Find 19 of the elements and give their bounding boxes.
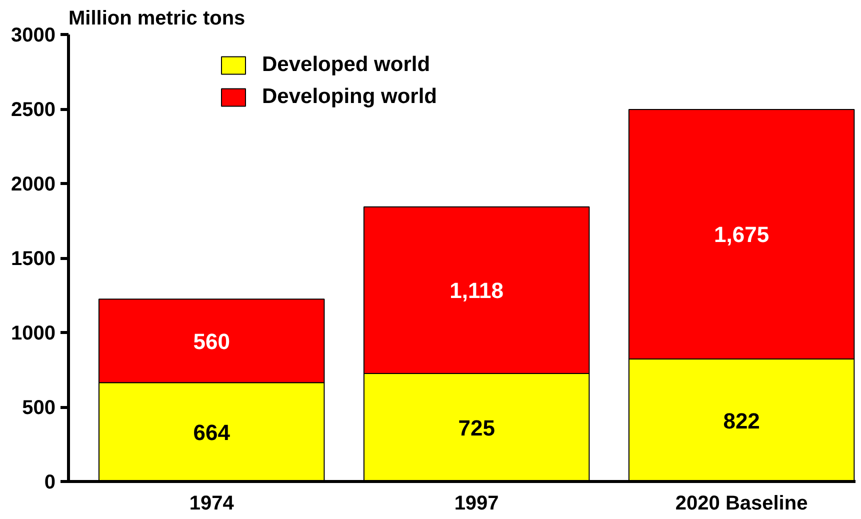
y-tick-label: 0 bbox=[44, 472, 56, 494]
data-label: 1,118 bbox=[450, 278, 504, 304]
y-tick-label: 1500 bbox=[11, 248, 56, 270]
x-tick-label: 1974 bbox=[189, 492, 235, 514]
x-tick-label: 2020 Baseline bbox=[675, 492, 808, 514]
legend-label: Developed world bbox=[262, 53, 430, 77]
y-tick-label: 2000 bbox=[11, 174, 56, 196]
data-label: 560 bbox=[193, 328, 230, 354]
data-label: 822 bbox=[723, 408, 760, 434]
y-tick-label: 3000 bbox=[11, 24, 56, 46]
data-label: 1,675 bbox=[714, 222, 770, 248]
y-tick-label: 2500 bbox=[11, 99, 56, 121]
y-tick-label: 1000 bbox=[11, 322, 56, 344]
data-label: 725 bbox=[458, 415, 495, 440]
data-label: 664 bbox=[193, 420, 231, 446]
y-tick-label: 500 bbox=[22, 397, 56, 419]
y-axis-title: Million metric tons bbox=[68, 8, 246, 30]
legend-label: Developing world bbox=[262, 85, 438, 109]
x-tick-label: 1997 bbox=[454, 492, 499, 514]
